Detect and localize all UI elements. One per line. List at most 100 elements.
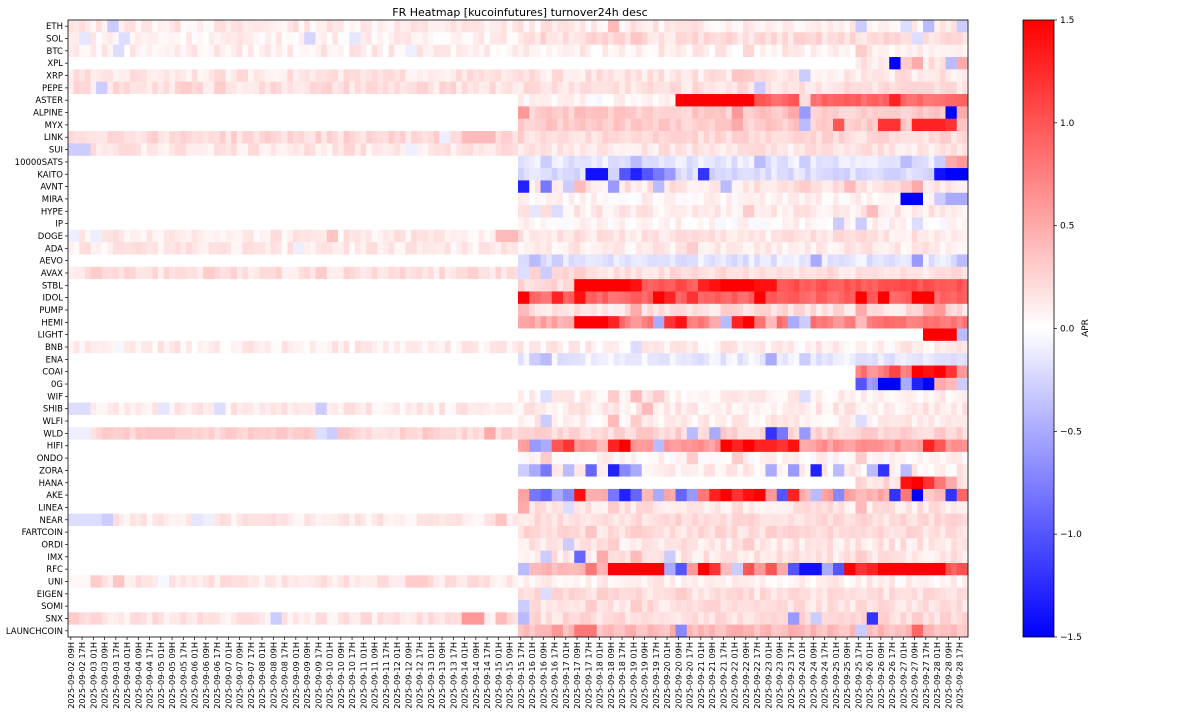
heatmap-cell <box>866 118 873 132</box>
heatmap-cell <box>338 291 345 305</box>
heatmap-cell <box>489 353 496 366</box>
heatmap-cell <box>394 291 401 305</box>
heatmap-cell <box>720 254 727 268</box>
heatmap-cell <box>911 57 918 70</box>
heatmap-cell <box>551 20 558 33</box>
heatmap-cell <box>512 365 519 379</box>
heatmap-cell <box>388 20 395 33</box>
heatmap-cell <box>563 168 570 181</box>
heatmap-cell <box>962 340 969 354</box>
heatmap-cell <box>782 279 789 292</box>
heatmap-cell <box>641 143 648 157</box>
heatmap-cell <box>883 69 890 83</box>
heatmap-cell <box>872 291 879 305</box>
heatmap-cell <box>129 20 136 33</box>
heatmap-cell <box>180 254 187 268</box>
heatmap-cell <box>962 205 969 218</box>
heatmap-cell <box>608 266 615 280</box>
heatmap-cell <box>608 20 615 33</box>
heatmap-cell <box>928 377 935 391</box>
heatmap-cell <box>450 131 457 144</box>
heatmap-cell <box>529 143 536 157</box>
heatmap-cell <box>782 353 789 366</box>
heatmap-cell <box>315 303 322 317</box>
heatmap-cell <box>450 118 457 132</box>
heatmap-cell <box>900 254 907 268</box>
heatmap-cell <box>602 180 609 194</box>
heatmap-cell <box>242 94 249 107</box>
heatmap-cell <box>810 180 817 194</box>
heatmap-cell <box>653 143 660 157</box>
heatmap-cell <box>203 155 210 169</box>
heatmap-cell <box>473 20 480 33</box>
heatmap-cell <box>951 118 958 132</box>
heatmap-cell <box>765 57 772 70</box>
heatmap-cell <box>878 118 885 132</box>
heatmap-cell <box>518 131 525 144</box>
heatmap-cell <box>551 205 558 218</box>
heatmap-cell <box>219 279 226 292</box>
heatmap-cell <box>270 279 277 292</box>
heatmap-cell <box>135 168 142 181</box>
heatmap-cell <box>113 106 120 120</box>
heatmap-cell <box>152 81 159 95</box>
heatmap-cell <box>287 20 294 33</box>
heatmap-cell <box>163 242 170 255</box>
heatmap-cell <box>315 340 322 354</box>
heatmap-cell <box>501 106 508 120</box>
heatmap-cell <box>68 229 75 243</box>
heatmap-cell <box>444 81 451 95</box>
heatmap-cell <box>838 303 845 317</box>
heatmap-cell <box>113 328 120 342</box>
heatmap-cell <box>945 365 952 379</box>
heatmap-cell <box>934 266 941 280</box>
heatmap-cell <box>681 328 688 342</box>
heatmap-cell <box>523 57 530 70</box>
heatmap-cell <box>731 205 738 218</box>
heatmap-cell <box>523 155 530 169</box>
heatmap-cell <box>861 316 868 329</box>
heatmap-cell <box>388 291 395 305</box>
heatmap-cell <box>428 57 435 70</box>
heatmap-cell <box>259 242 266 255</box>
heatmap-cell <box>726 168 733 181</box>
heatmap-cell <box>681 20 688 33</box>
heatmap-cell <box>146 303 153 317</box>
heatmap-cell <box>321 328 328 342</box>
heatmap-cell <box>124 57 131 70</box>
heatmap-cell <box>163 81 170 95</box>
heatmap-cell <box>433 266 440 280</box>
heatmap-cell <box>861 106 868 120</box>
heatmap-cell <box>298 180 305 194</box>
heatmap-cell <box>669 229 676 243</box>
heatmap-cell <box>287 205 294 218</box>
heatmap-cell <box>433 365 440 379</box>
heatmap-cell <box>461 279 468 292</box>
heatmap-cell <box>731 266 738 280</box>
heatmap-cell <box>68 365 75 379</box>
heatmap-cell <box>748 168 755 181</box>
heatmap-cell <box>619 106 626 120</box>
heatmap-cell <box>298 118 305 132</box>
heatmap-cell <box>186 118 193 132</box>
heatmap-cell <box>422 168 429 181</box>
heatmap-cell <box>478 365 485 379</box>
heatmap-cell <box>113 242 120 255</box>
heatmap-cell <box>73 254 80 268</box>
heatmap-cell <box>534 168 541 181</box>
heatmap-cell <box>709 143 716 157</box>
heatmap-cell <box>563 106 570 120</box>
heatmap-cell <box>90 316 97 329</box>
heatmap-cell <box>394 365 401 379</box>
heatmap-cell <box>686 365 693 379</box>
heatmap-cell <box>855 143 862 157</box>
heatmap-cell <box>264 402 271 416</box>
heatmap-cell <box>714 377 721 391</box>
heatmap-cell <box>68 192 75 206</box>
heatmap-cell <box>698 328 705 342</box>
heatmap-cell <box>911 266 918 280</box>
heatmap-cell <box>456 377 463 391</box>
heatmap-cell <box>467 118 474 132</box>
heatmap-cell <box>450 81 457 95</box>
heatmap-cell <box>225 229 232 243</box>
